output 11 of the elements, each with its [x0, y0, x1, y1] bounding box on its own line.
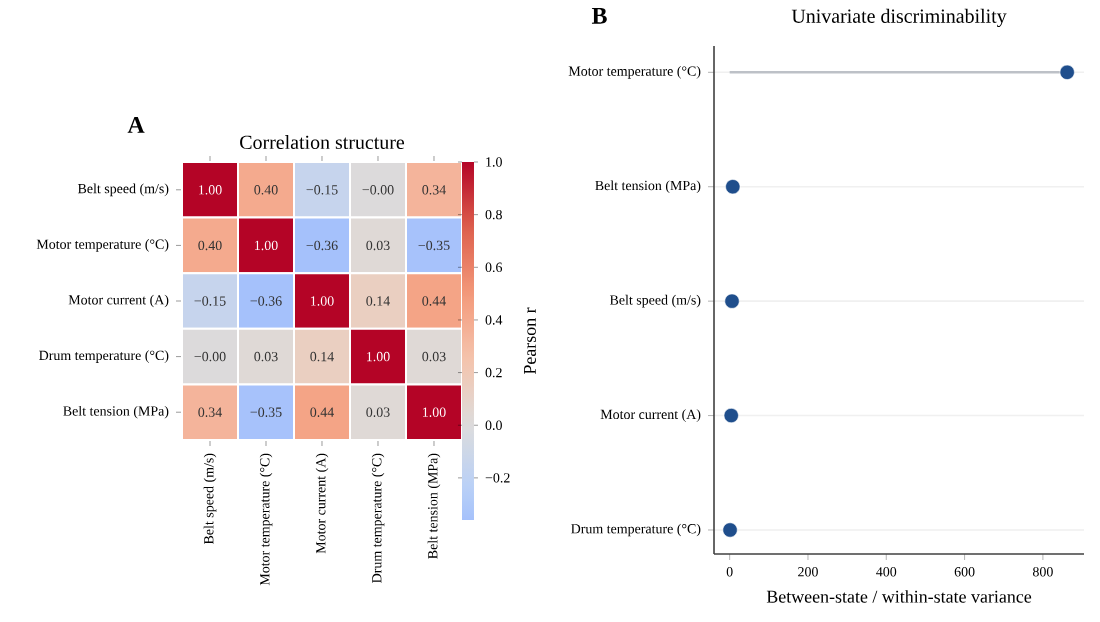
text: A: [127, 116, 145, 133]
chart-title: Univariate discriminability: [791, 8, 1007, 28]
point: [723, 408, 739, 424]
chart-title: Correlation structure: [240, 134, 405, 149]
text: B: [591, 7, 607, 24]
point: [724, 293, 740, 309]
color-bar-title: Pearson r: [524, 307, 536, 375]
x-axis-title: Between-state / within-state variance: [766, 590, 1032, 603]
point: [725, 179, 741, 195]
point: [722, 522, 738, 538]
point: [1059, 64, 1075, 80]
